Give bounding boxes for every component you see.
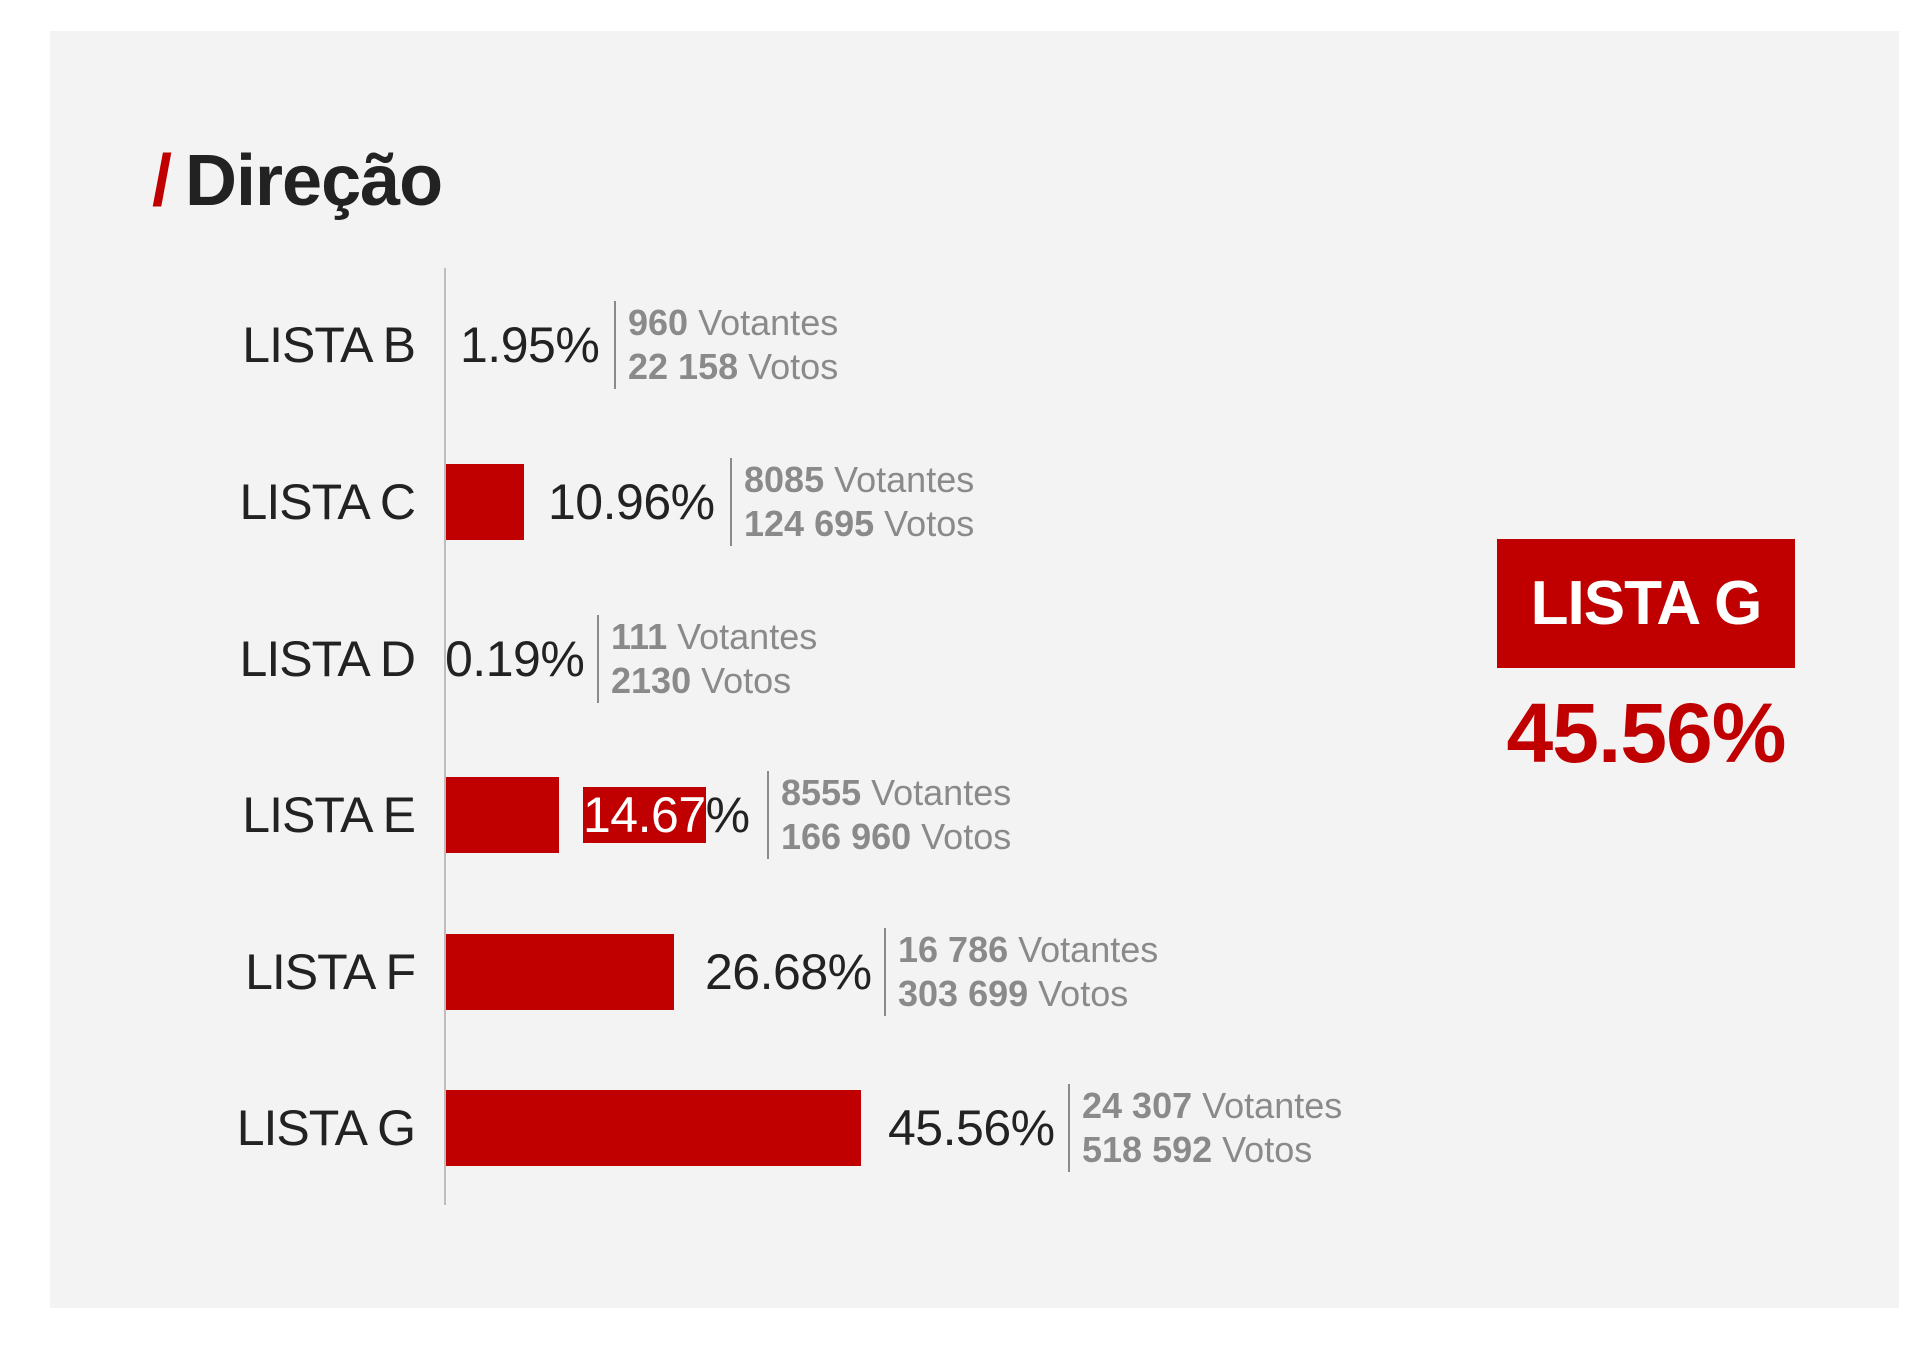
result-row-lista-g: LISTA G 45.56% 24 307 Votantes 518 592 V… [0,1084,1400,1172]
percent-label: 1.95% [460,317,600,373]
section-title: / Direção [152,140,443,222]
votantes-line: 24 307 Votantes [1082,1085,1343,1126]
result-row-lista-f: LISTA F 26.68% 16 786 Votantes 303 699 V… [0,928,1400,1016]
votos-line: 2130 Votos [611,660,792,701]
chart-axis-line [444,268,446,1205]
list-label: LISTA F [245,944,416,1000]
votantes-line: 960 Votantes [628,302,839,343]
result-bar [446,934,674,1010]
percent-suffix: % [705,787,750,843]
result-row-lista-c: LISTA C 10.96% 8085 Votantes 124 695 Vot… [0,458,1400,546]
vote-stats: 16 786 Votantes 303 699 Votos [884,928,1158,1016]
list-label: LISTA G [236,1100,416,1156]
list-label: LISTA D [239,631,416,687]
votos-line: 166 960 Votos [781,816,1012,857]
vote-stats: 8085 Votantes 124 695 Votos [730,458,974,546]
votantes-line: 111 Votantes [611,616,818,657]
votos-line: 22 158 Votos [628,346,839,387]
title-text: Direção [185,141,443,221]
votantes-line: 8085 Votantes [744,459,975,500]
vote-stats: 24 307 Votantes 518 592 Votos [1068,1084,1342,1172]
result-row-lista-b: LISTA B 1.95% 960 Votantes 22 158 Votos [0,301,1400,389]
percent-label: 26.68% [705,944,872,1000]
result-row-lista-d: LISTA D 0.19% 111 Votantes 2130 Votos [0,615,1400,703]
winner-badge: LISTA G [1497,539,1795,668]
list-label: LISTA B [242,317,416,373]
votos-line: 303 699 Votos [898,973,1129,1014]
votantes-line: 8555 Votantes [781,772,1012,813]
percent-label[interactable]: 14.67% [583,775,750,855]
percent-label: 45.56% [888,1100,1055,1156]
percent-label: 10.96% [548,474,715,530]
result-bar [446,777,559,853]
votos-line: 518 592 Votos [1082,1129,1313,1170]
selected-text-highlight[interactable]: 14.67 [583,787,706,843]
list-label: LISTA E [242,787,416,843]
vote-stats: 8555 Votantes 166 960 Votos [767,771,1011,859]
list-label: LISTA C [239,474,416,530]
result-bar [446,1090,861,1166]
votos-line: 124 695 Votos [744,503,975,544]
winner-percent: 45.56% [1506,686,1787,780]
votantes-line: 16 786 Votantes [898,929,1159,970]
result-row-lista-e: LISTA E 14.67% 8555 Votantes 166 960 Vot… [0,771,1400,859]
results-panel [50,31,1899,1308]
vote-stats: 960 Votantes 22 158 Votos [614,301,838,389]
title-slash-icon: / [152,141,172,221]
result-bar [446,464,524,540]
percent-label: 0.19% [445,631,585,687]
vote-stats: 111 Votantes 2130 Votos [597,615,817,703]
